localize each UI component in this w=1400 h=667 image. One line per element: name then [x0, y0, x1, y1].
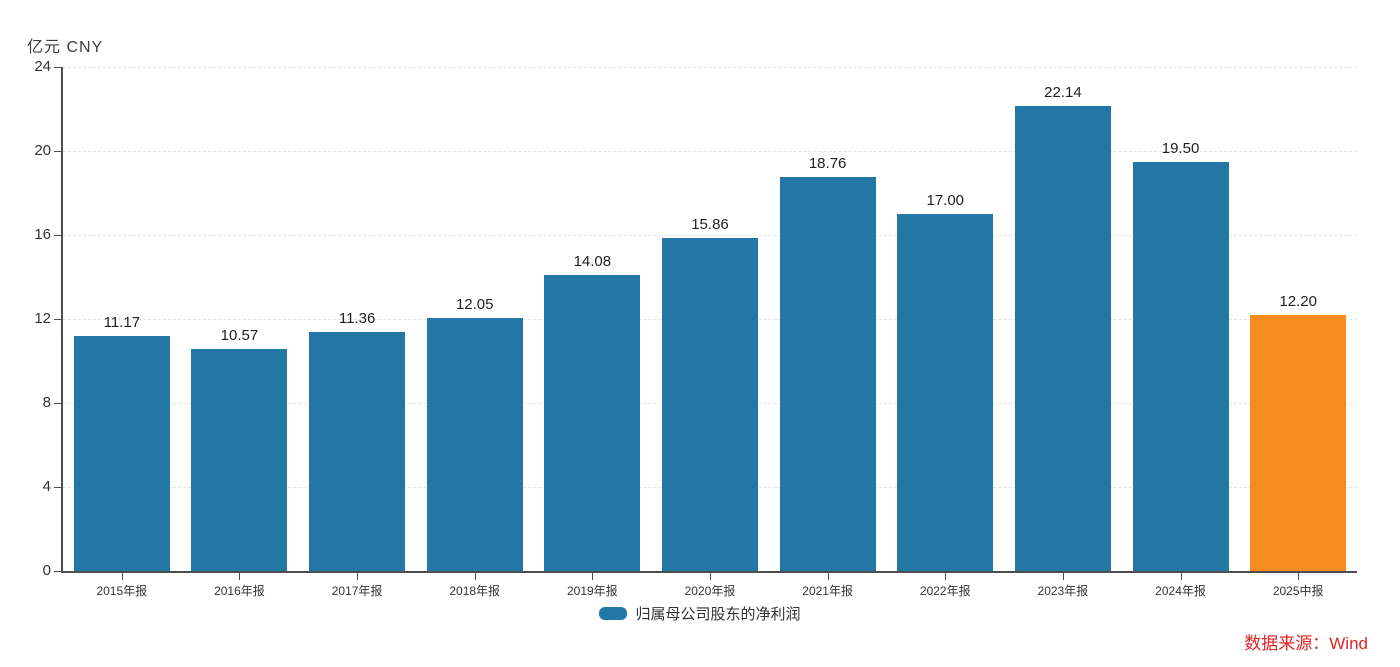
bar-value-label: 19.50 [1161, 139, 1200, 157]
y-axis-tick-0 [54, 571, 61, 572]
bar-2025中报[interactable] [1250, 314, 1347, 571]
y-axis-tick-label: 4 [42, 478, 51, 495]
gridline-16 [63, 235, 1357, 236]
y-axis-line [61, 67, 63, 573]
y-axis-tick-24 [54, 67, 61, 68]
x-axis-category-label: 2022年报 [919, 584, 971, 598]
y-axis-tick-label: 12 [34, 310, 51, 327]
x-axis-category-label: 2024年报 [1155, 584, 1206, 598]
bar-value-label: 18.76 [808, 155, 847, 173]
x-axis-tick [945, 573, 947, 580]
x-axis-tick [592, 573, 594, 580]
x-axis-category-label: 2023年报 [1037, 584, 1089, 598]
x-axis-tick [357, 573, 359, 580]
x-axis-category-label: 2016年报 [214, 584, 265, 598]
x-axis-tick [827, 573, 829, 580]
bar-value-label: 14.08 [573, 253, 612, 271]
bar-2024年报[interactable] [1132, 161, 1229, 571]
y-axis-tick-16 [54, 235, 61, 236]
bar-value-label: 22.14 [1044, 84, 1082, 102]
x-axis-category-label: 2021年报 [802, 584, 853, 598]
y-axis-tick-label: 16 [34, 226, 51, 243]
bar-value-label: 12.20 [1279, 292, 1317, 310]
bar-value-label: 11.17 [103, 314, 141, 332]
legend-label: 归属母公司股东的净利润 [635, 606, 801, 623]
y-axis-unit-label: 亿元 CNY [27, 39, 104, 56]
x-axis-tick [1298, 573, 1300, 580]
y-axis-tick-label: 8 [42, 394, 51, 411]
legend-item[interactable]: 归属母公司股东的净利润 [0, 603, 1400, 624]
bar-2020年报[interactable] [662, 237, 758, 571]
bar-2016年报[interactable] [191, 349, 288, 571]
x-axis-category-label: 2025中报 [1272, 584, 1324, 598]
x-axis-tick [1062, 573, 1064, 580]
bar-2018年报[interactable] [426, 317, 523, 571]
y-axis-tick-8 [54, 403, 61, 404]
bar-2019年报[interactable] [544, 275, 641, 571]
x-axis-tick [121, 573, 123, 580]
bar-value-label: 15.86 [691, 215, 729, 233]
plot-area: 0 4 8 12 16 20 24 11.17 2015年报 10.57 2016年报 11.36 2… [34, 58, 1357, 598]
x-axis-tick [474, 573, 476, 580]
y-axis-tick-4 [54, 487, 61, 488]
data-source-label: 数据来源：Wind [1244, 634, 1368, 653]
x-axis-category-label: 2015年报 [96, 584, 148, 598]
bar-2015年报[interactable] [73, 336, 170, 571]
bar-value-label: 12.05 [455, 295, 494, 313]
x-axis-category-label: 2018年报 [449, 584, 501, 598]
x-axis-tick [1180, 573, 1182, 580]
x-axis-line [61, 571, 1357, 573]
bar-2021年报[interactable] [779, 177, 876, 571]
bar-2017年报[interactable] [309, 332, 406, 571]
bar-2023年报[interactable] [1014, 106, 1111, 571]
y-axis-tick-label: 0 [42, 562, 51, 579]
gridline-24 [63, 67, 1357, 68]
x-axis-tick [710, 573, 711, 580]
bar-value-label: 10.57 [220, 327, 259, 345]
x-axis-tick [239, 573, 241, 580]
y-axis-tick-label: 20 [34, 142, 51, 159]
bar-value-label: 11.36 [338, 310, 376, 328]
x-axis-category-label: 2019年报 [566, 584, 618, 598]
bar-2022年报[interactable] [897, 214, 994, 571]
y-axis-tick-label: 24 [34, 58, 51, 75]
bar-value-label: 17.00 [926, 192, 965, 209]
gridline-20 [63, 151, 1357, 152]
x-axis-category-label: 2020年报 [684, 584, 736, 598]
y-axis-tick-20 [54, 151, 61, 152]
legend-swatch [599, 607, 628, 620]
y-axis-tick-12 [54, 319, 61, 320]
x-axis-category-label: 2017年报 [331, 584, 383, 598]
